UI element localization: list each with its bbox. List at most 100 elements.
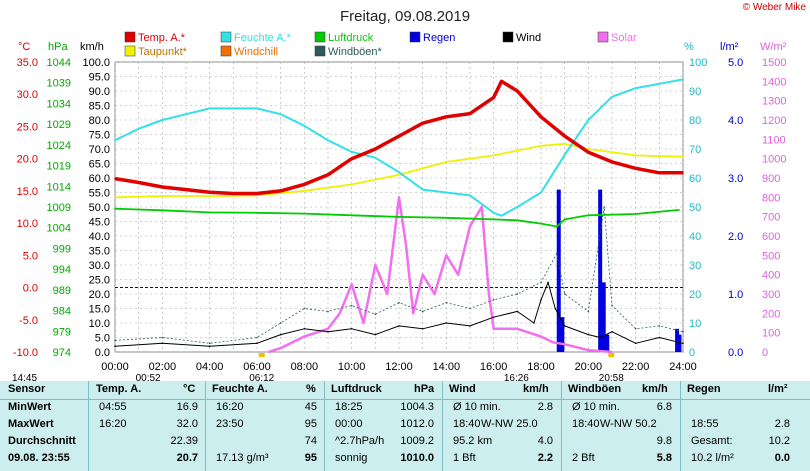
stats-cell-label: 09.08. 23:55 [8,452,70,464]
marker-sunset: 20:58 [599,373,624,381]
tick-label-hum: 0 [689,347,695,359]
tick-label-rain: 2.0 [728,231,743,243]
tick-label-hum: 30 [689,260,701,272]
rain-bar [675,328,680,352]
series-point [457,273,460,276]
series-point [488,293,490,295]
series-point [540,335,542,338]
stats-row: Durchschnitt 22.39 74 ^2.7hPa/h 1009.2 95.2 k… [0,435,810,453]
stats-cell-press-val: 1004.3 [400,401,434,413]
tick-label-solar: 900 [762,173,780,185]
tick-label-solar: 100 [762,328,780,340]
series-point [279,322,282,324]
series-point [374,148,377,150]
stats-cell-press-time: sonnig [335,452,368,464]
series-point [587,119,590,121]
axis-unit-hum: % [684,41,694,53]
series-point [114,207,116,210]
tick-label-hum: 20 [689,289,701,301]
stats-cell-press-time: 00:00 [335,418,363,430]
series-point [540,222,542,225]
series-point [327,139,329,142]
sun-marker [608,353,615,357]
stats-cell-wind-a: 1 Bft [453,452,476,464]
tick-label-press: 984 [53,306,71,318]
series-point [398,171,400,173]
series-point [563,343,566,346]
stats-cell-hum-time: 23:50 [216,418,244,430]
series-point [492,218,495,221]
stats-cell-hum-val: 95 [304,452,317,464]
series-point [327,330,329,333]
stats-cell-rain-val: 10.2 [768,435,790,447]
stats-cell-hum-val: 95 [304,418,317,430]
series-point [611,351,613,353]
series-point [161,119,164,121]
tick-label-wind: 55.0 [89,188,110,200]
series-line-windb-en [114,206,684,344]
tick-label-solar: 1200 [762,115,786,127]
series-point [563,325,566,327]
series-point [350,304,353,307]
series-point [611,330,613,333]
series-point [161,195,164,197]
series-point [492,154,495,157]
stats-cell-wind-a: 95.2 km [453,435,493,447]
wind-unit: km/h [523,383,549,395]
series-point [516,206,519,208]
tick-label-wind: 85.0 [89,101,110,113]
series-point [469,325,471,327]
series-point [421,122,424,124]
tick-label-press: 1044 [47,57,71,69]
tick-label-rain: 3.0 [728,173,743,185]
series-point [256,336,258,339]
series-point [516,310,519,313]
series-point [114,177,116,180]
series-point [398,325,400,327]
series-point [268,351,270,353]
x-tick-label: 18:00 [527,361,555,373]
stats-cell-rain-a: 18:55 [691,418,719,430]
hum-header: Feuchte A. [212,383,268,395]
series-point [303,335,306,338]
series-point [303,328,306,330]
tick-label-temp: 0.0 [23,283,38,295]
series-point [445,161,448,163]
series-point [500,214,503,217]
series-point [433,293,436,295]
stats-cell-rain-val: 0.0 [774,452,790,464]
series-line-feuchte-a [114,78,684,217]
tick-label-solar: 1300 [762,96,786,108]
x-tick-label: 02:00 [149,361,177,373]
tick-label-wind: 60.0 [89,173,110,185]
legend-label: Temp. A.* [138,32,186,44]
series-point [481,206,483,208]
series-point [421,188,424,191]
tick-label-hum: 70 [689,144,701,156]
x-tick-label: 06:00 [243,361,271,373]
legend-label: Windböen* [328,46,383,58]
tick-label-temp: 15.0 [17,186,38,198]
x-tick-label: 16:00 [480,361,508,373]
series-point [682,78,684,81]
legend-label: Windchill [234,46,278,58]
series-point [398,135,400,137]
tick-label-temp: -10.0 [13,347,38,359]
series-point [563,143,566,145]
stats-cell-press-time: 18:25 [335,401,363,413]
series-point [682,172,684,174]
tick-label-wind: 30.0 [89,260,110,272]
series-line-wind [114,281,684,347]
series-point [634,213,637,215]
credit-link[interactable]: © Weber Mike [742,2,806,13]
x-tick-label: 00:00 [101,361,129,373]
legend-swatch [597,31,609,43]
x-tick-label: 24:00 [669,361,697,373]
stats-cell-label: MaxWert [8,418,54,430]
series-point [540,116,542,118]
series-point [516,90,519,92]
series-point [421,328,424,330]
series-point [208,211,211,214]
series-point [303,307,306,310]
tick-label-solar: 500 [762,250,780,262]
